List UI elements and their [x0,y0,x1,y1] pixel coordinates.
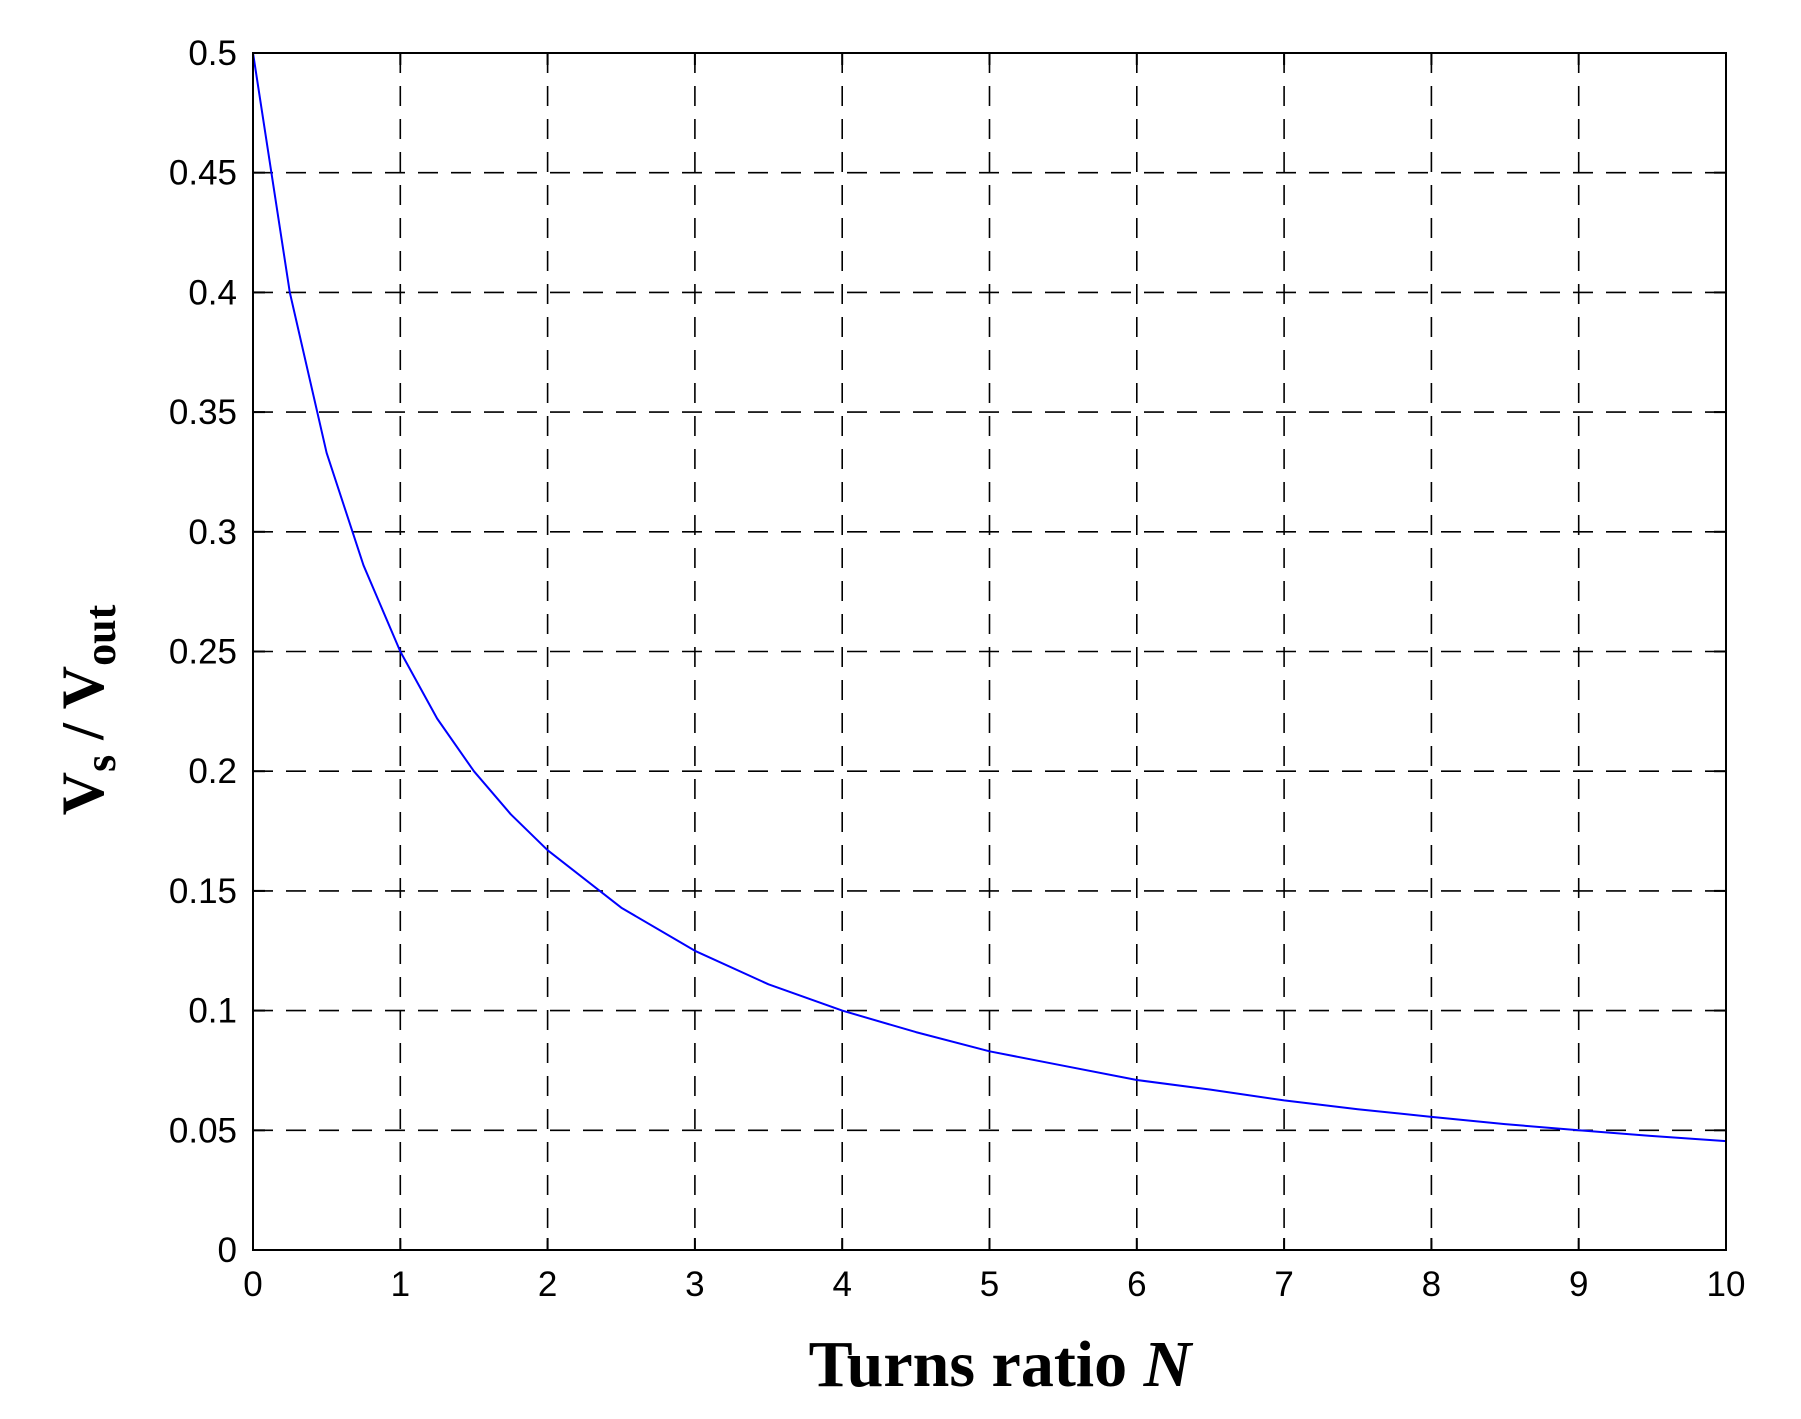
data-series [252,52,1727,1143]
x-axis-title-variable: N [1143,1328,1194,1401]
y-tick-labels: 0 0.05 0.1 0.15 0.2 0.25 0.3 0.35 0.4 0.45 0.5 [169,34,237,1270]
y-axis-title-vout-subscript: out [76,604,125,665]
y-tick-label: 0.5 [188,34,237,73]
x-tick-label: 5 [980,1265,999,1304]
x-tick-label: 4 [832,1265,851,1304]
y-tick-label: 0.15 [169,872,237,911]
y-axis-title: Vs / Vout [50,604,125,815]
x-tick-label: 0 [243,1265,262,1304]
y-tick-label: 0.05 [169,1111,237,1150]
x-tick-label: 2 [538,1265,557,1304]
y-tick-label: 0.3 [188,513,237,552]
y-axis-title-separator: / [50,709,116,755]
y-tick-label: 0.1 [188,992,237,1031]
x-tick-label: 8 [1422,1265,1441,1304]
x-tick-label: 6 [1127,1265,1146,1304]
y-tick-label: 0.2 [188,752,237,791]
x-tick-label: 9 [1569,1265,1588,1304]
x-tick-label: 1 [391,1265,410,1304]
x-axis-title: Turns ratio N [809,1328,1194,1401]
y-tick-label: 0.45 [169,154,237,193]
y-axis-title-vout: V [50,666,116,709]
y-tick-label: 0 [218,1231,237,1270]
y-axis-title-vs-subscript: s [76,755,125,772]
x-tick-labels: 0 1 2 3 4 5 6 7 8 9 10 [243,1265,1745,1304]
y-tick-label: 0.35 [169,393,237,432]
x-axis-title-main: Turns ratio [809,1328,1144,1401]
x-tick-label: 10 [1707,1265,1746,1304]
series-line [252,52,1727,1143]
y-tick-label: 0.25 [169,633,237,672]
x-tick-label: 3 [685,1265,704,1304]
x-tick-label: 7 [1274,1265,1293,1304]
axis-ticks [252,52,1727,1251]
y-tick-label: 0.4 [188,273,237,312]
grid-lines [253,53,1726,1250]
y-axis-title-vs: V [50,772,116,815]
